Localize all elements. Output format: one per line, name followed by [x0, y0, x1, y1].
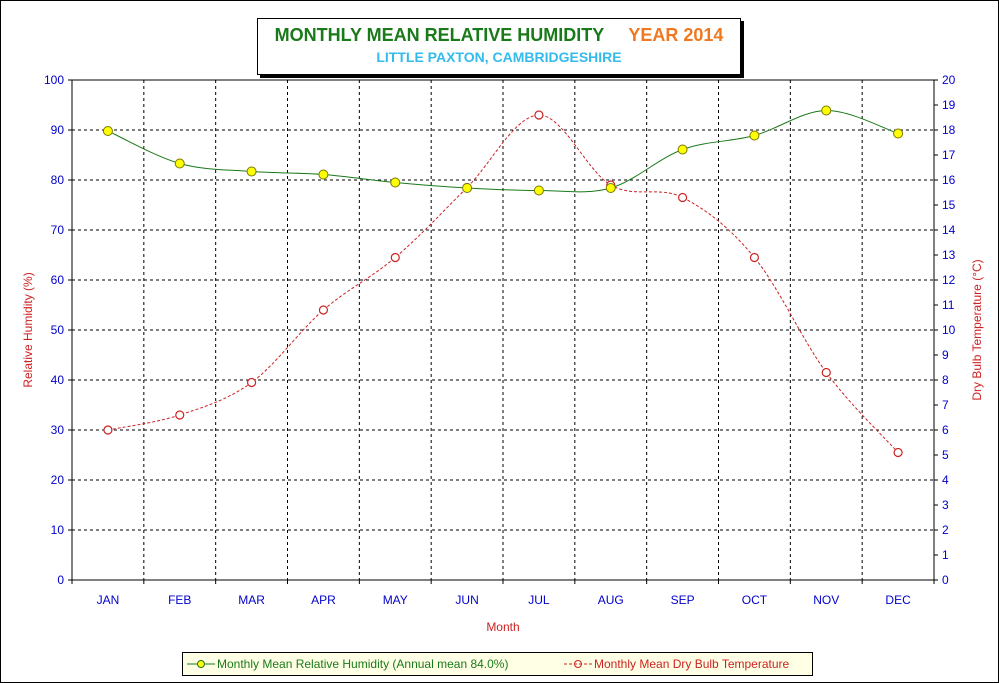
humidity-point	[749, 130, 760, 141]
y-left-tick-label: 20	[51, 473, 65, 487]
y-right-tick-label: 10	[942, 323, 956, 337]
chart-subtitle: LITTLE PAXTON, CAMBRIDGESHIRE	[376, 49, 622, 65]
y-right-tick-label: 4	[942, 473, 949, 487]
chart-title-year: YEAR 2014	[628, 25, 724, 45]
y-right-tick-label: 0	[942, 573, 949, 587]
chart-title: MONTHLY MEAN RELATIVE HUMIDITY	[274, 25, 605, 45]
temperature-point	[318, 305, 329, 315]
y-left-tick-label: 90	[51, 123, 65, 137]
x-tick-label: DEC	[885, 593, 911, 607]
y-right-tick-label: 9	[942, 348, 949, 362]
y-right-axis-title: Dry Bulb Temperature (°C)	[970, 259, 984, 400]
y-right-tick-label: 6	[942, 423, 949, 437]
y-right-tick-label: 14	[942, 223, 956, 237]
temperature-point	[103, 425, 113, 435]
y-left-tick-label: 70	[51, 223, 65, 237]
x-tick-label: JAN	[97, 593, 120, 607]
legend-swatch-humidity	[187, 660, 215, 668]
y-left-tick-label: 100	[44, 73, 64, 87]
x-tick-label: AUG	[598, 593, 624, 607]
y-right-tick-label: 7	[942, 398, 949, 412]
legend-label-humidity: Monthly Mean Relative Humidity (Annual m…	[217, 657, 509, 671]
x-tick-label: JUL	[528, 593, 550, 607]
temperature-point	[821, 367, 831, 378]
y-right-tick-label: 13	[942, 248, 956, 262]
humidity-point	[318, 169, 329, 180]
y-left-tick-label: 80	[51, 173, 65, 187]
y-right-tick-label: 1	[942, 548, 949, 562]
humidity-point	[246, 166, 257, 177]
series-line-humidity	[107, 109, 899, 193]
y-right-tick-label: 20	[942, 73, 956, 87]
y-right-tick-label: 11	[942, 298, 955, 312]
y-left-tick-label: 40	[51, 373, 65, 387]
chart-legend: Monthly Mean Relative Humidity (Annual m…	[182, 652, 813, 676]
x-tick-label: JUN	[455, 593, 478, 607]
temperature-point	[749, 252, 760, 263]
temperature-point	[175, 410, 185, 420]
y-right-tick-label: 17	[942, 148, 956, 162]
x-tick-label: FEB	[168, 593, 191, 607]
humidity-point	[390, 177, 401, 188]
humidity-point	[821, 105, 832, 116]
legend-swatch-temperature	[564, 660, 592, 668]
y-left-axis-title: Relative Humidity (%)	[21, 272, 35, 387]
temperature-point	[677, 192, 688, 203]
y-right-tick-label: 12	[942, 273, 956, 287]
y-left-tick-label: 50	[51, 323, 65, 337]
x-tick-label: SEP	[671, 593, 695, 607]
legend-label-temperature: Monthly Mean Dry Bulb Temperature	[594, 657, 790, 671]
x-axis-title: Month	[486, 620, 519, 634]
y-right-tick-label: 8	[942, 373, 949, 387]
legend-item-humidity: Monthly Mean Relative Humidity (Annual m…	[187, 653, 508, 675]
y-right-tick-label: 19	[942, 98, 956, 112]
humidity-point	[605, 183, 616, 193]
y-left-tick-label: 30	[51, 423, 65, 437]
chart-title-box: MONTHLY MEAN RELATIVE HUMIDITY YEAR 2014 …	[257, 18, 741, 75]
humidity-point	[102, 126, 113, 136]
x-tick-label: APR	[311, 593, 336, 607]
y-left-tick-label: 60	[51, 273, 65, 287]
humidity-point	[677, 144, 688, 155]
y-right-tick-label: 16	[942, 173, 956, 187]
temperature-point	[893, 447, 903, 458]
y-right-tick-label: 18	[942, 123, 956, 137]
chart-title-line: MONTHLY MEAN RELATIVE HUMIDITY YEAR 2014	[258, 25, 740, 46]
humidity-point	[893, 128, 904, 139]
x-tick-label: MAR	[238, 593, 265, 607]
humidity-point	[533, 185, 544, 196]
y-left-tick-label: 0	[57, 573, 64, 587]
y-right-tick-label: 3	[942, 498, 949, 512]
temperature-point	[534, 110, 544, 120]
y-right-tick-label: 2	[942, 523, 949, 537]
y-right-tick-label: 15	[942, 198, 956, 212]
x-tick-label: MAY	[383, 593, 408, 607]
humidity-point	[462, 183, 473, 193]
x-tick-label: NOV	[813, 593, 839, 607]
temperature-point	[246, 377, 257, 388]
humidity-point	[174, 158, 185, 169]
legend-item-temperature: Monthly Mean Dry Bulb Temperature	[564, 653, 789, 675]
y-right-tick-label: 5	[942, 448, 949, 462]
temperature-point	[390, 252, 400, 263]
x-tick-label: OCT	[742, 593, 768, 607]
y-left-tick-label: 10	[51, 523, 65, 537]
